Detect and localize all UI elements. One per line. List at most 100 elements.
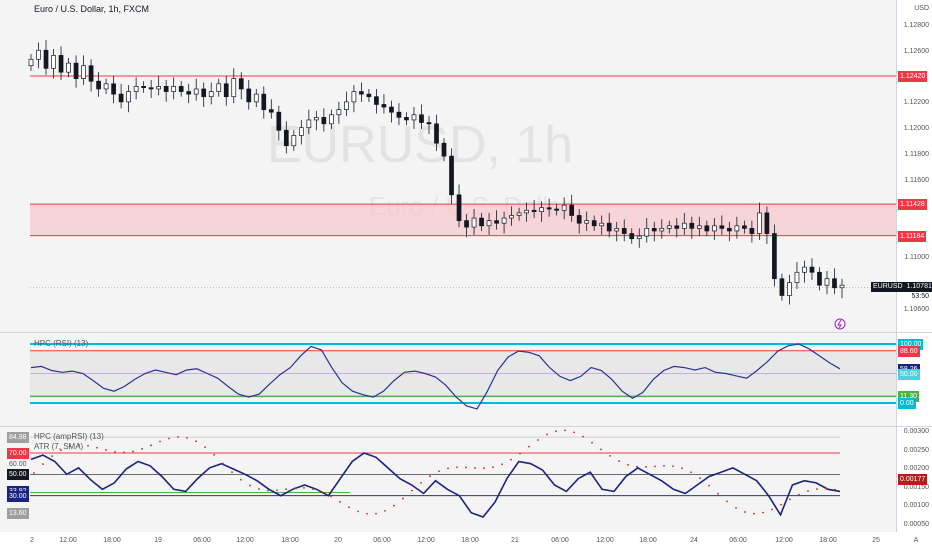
atr-dot — [258, 488, 260, 490]
atr-dot — [114, 450, 116, 453]
atr-tick-label: 0.00150 — [903, 483, 929, 491]
amprsi-title: HPC (ampRSI) (13) — [34, 432, 104, 441]
atr-dot — [321, 491, 323, 493]
candle-body — [216, 83, 222, 92]
amprsi-level-badge: 70.00 — [7, 448, 29, 459]
candle-body — [636, 235, 642, 240]
candle-body — [381, 104, 387, 108]
candle-body — [576, 215, 582, 224]
atr-value-badge: 0.00177 — [898, 474, 928, 485]
rsi-level-badge: 11.30 — [898, 391, 919, 403]
atr-dot — [735, 506, 737, 509]
atr-dot — [105, 449, 107, 451]
candle-body — [321, 117, 327, 125]
candle-body — [629, 233, 635, 240]
atr-dot — [681, 467, 683, 470]
atr-dot — [600, 448, 602, 451]
candle-body — [794, 271, 800, 283]
candle-body — [81, 65, 86, 79]
lightning-icon — [834, 318, 846, 330]
candle-body — [411, 114, 417, 121]
candle-body — [231, 78, 237, 98]
candle-body — [711, 225, 717, 232]
atr-dot — [69, 445, 71, 448]
price-axis[interactable]: USD 1.12800 1.12600 1.12200 1.12000 1.11800 1… — [871, 0, 932, 332]
atr-dot — [159, 440, 161, 443]
atr-dot — [816, 488, 818, 490]
time-axis-label: 12:00 — [417, 537, 435, 544]
candle-body — [246, 88, 252, 103]
atr-dot — [348, 506, 350, 508]
candle-body — [336, 109, 342, 116]
time-axis[interactable]: 2 12:00 18:00 19 06:00 12:00 18:00 20 06:00 12:00… — [0, 532, 932, 550]
atr-axis[interactable]: 0.00300 0.00250 0.00200 0.00150 0.00100 0.000… — [896, 427, 932, 532]
candle-body — [764, 212, 770, 234]
atr-dot — [744, 511, 746, 513]
atr-tick-label: 0.00250 — [903, 446, 929, 454]
atr-dot — [285, 488, 287, 491]
atr-dot — [645, 466, 647, 468]
atr-dot — [168, 437, 170, 440]
candle-body — [126, 91, 131, 103]
currency-label: USD — [914, 5, 929, 12]
time-axis-label: 25 — [872, 537, 880, 544]
candle-body — [171, 86, 177, 92]
candle-body — [73, 62, 79, 79]
price-level-badge: 1.12420 — [898, 71, 928, 83]
candle-body — [404, 117, 409, 121]
candle-body — [651, 228, 657, 232]
time-axis-label: 12:00 — [775, 537, 793, 544]
atr-dot — [87, 444, 89, 447]
atr-dot — [204, 446, 206, 449]
atr-dots — [33, 429, 836, 515]
atr-dot — [213, 453, 215, 456]
candle-body — [501, 217, 507, 224]
candle-body — [832, 278, 837, 289]
atr-dot — [60, 449, 62, 451]
atr-dot — [510, 458, 512, 461]
atr-dot — [150, 444, 152, 447]
candle-body — [539, 207, 544, 212]
atr-dot — [582, 435, 584, 438]
atr-canvas[interactable] — [0, 427, 896, 532]
pane-separator[interactable] — [0, 426, 932, 427]
candle-body — [344, 101, 349, 110]
time-axis-label: A — [913, 537, 919, 544]
time-axis-label: 18:00 — [461, 537, 479, 544]
atr-dot — [798, 493, 800, 496]
candle-body — [486, 220, 492, 227]
rsi-indicator-pane[interactable]: HPC (RSI) (13) — [0, 333, 896, 426]
candle-body — [223, 83, 229, 98]
candle-body — [283, 129, 289, 147]
candle-body — [389, 106, 394, 113]
candle-body — [757, 212, 762, 234]
atr-dot — [555, 430, 557, 433]
time-axis-label: 18:00 — [281, 537, 299, 544]
watermark-symbol: EURUSD, 1h — [267, 116, 573, 174]
candle-body — [569, 204, 575, 216]
time-axis-label: 12:00 — [59, 537, 77, 544]
time-axis-label: 2 — [30, 537, 34, 544]
rsi-canvas[interactable] — [0, 333, 896, 426]
candle-body — [208, 91, 214, 98]
candle-body — [133, 86, 139, 92]
atr-dot — [807, 490, 809, 492]
price-tick-label: 1.11600 — [904, 176, 929, 184]
price-tick-label: 1.10600 — [903, 306, 929, 313]
atr-dot — [726, 500, 728, 503]
atr-dot — [618, 460, 620, 463]
countdown-timer: 53:50 — [911, 292, 929, 300]
rsi-level-badge: 88.60 — [898, 345, 920, 357]
pane-separator[interactable] — [0, 332, 932, 333]
atr-dot — [438, 470, 440, 473]
candle-body — [193, 88, 199, 95]
atr-dot — [222, 462, 224, 465]
candle-body — [178, 86, 184, 92]
candle-body — [118, 93, 124, 103]
atr-dot — [231, 471, 233, 474]
time-axis-label: 18:00 — [639, 537, 657, 544]
atr-indicator-pane[interactable]: HPC (ampRSI) (13) ATR (7, SMA) 84.98 70.0… — [0, 427, 896, 532]
